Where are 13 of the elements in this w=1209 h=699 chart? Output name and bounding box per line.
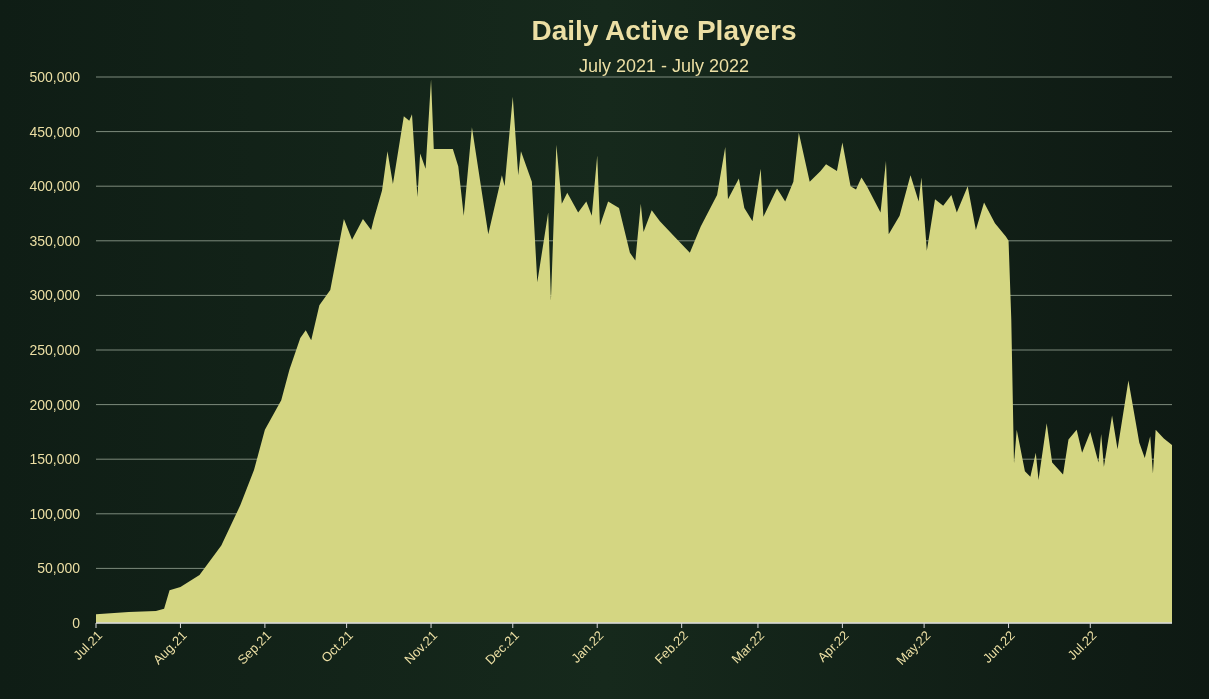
y-tick-label: 500,000 [29,69,81,85]
y-tick-label: 50,000 [37,560,81,577]
y-tick-label: 0 [72,615,81,631]
y-tick-label: 100,000 [29,505,81,522]
chart-title: Daily Active Players [531,14,797,46]
y-tick-label: 150,000 [29,451,81,468]
chart-subtitle: July 2021 - July 2022 [578,56,750,76]
y-tick-label: 300,000 [29,287,81,304]
y-tick-label: 450,000 [29,123,81,140]
y-tick-label: 200,000 [29,396,81,413]
y-tick-label: 250,000 [29,342,81,358]
y-tick-label: 400,000 [29,178,81,195]
y-tick-label: 350,000 [29,232,81,249]
